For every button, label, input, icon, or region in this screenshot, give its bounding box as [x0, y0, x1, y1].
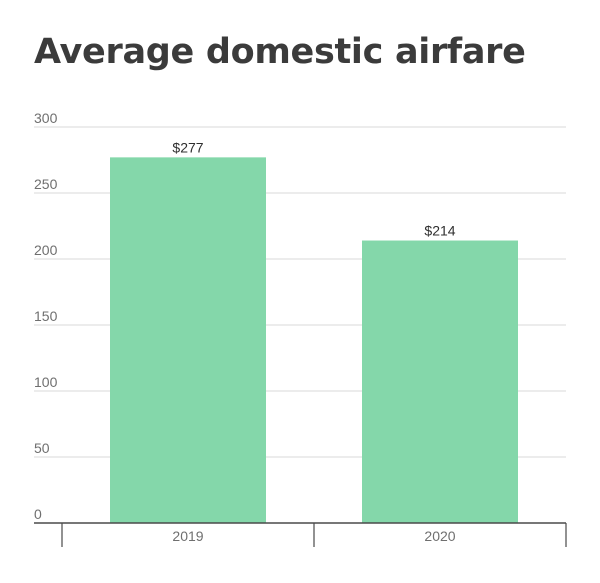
- y-tick-label: 150: [34, 308, 58, 324]
- y-tick-label: 200: [34, 242, 58, 258]
- bars: [110, 157, 518, 524]
- x-axis: [34, 522, 567, 547]
- labels: 0 50 100 150 200 250 300 $277 2019 $214 2020: [34, 110, 456, 544]
- bar: [110, 157, 266, 524]
- y-tick-label: 100: [34, 374, 58, 390]
- y-tick-label: 50: [34, 440, 50, 456]
- data-label: $214: [424, 223, 455, 239]
- x-tick-label: 2019: [172, 528, 203, 544]
- chart-title: Average domestic airfare: [34, 32, 526, 72]
- data-label: $277: [172, 139, 203, 155]
- y-tick-label: 300: [34, 110, 58, 126]
- y-tick-label: 250: [34, 176, 58, 192]
- bar: [362, 240, 518, 523]
- x-tick-label: 2020: [424, 528, 455, 544]
- y-tick-label: 0: [34, 506, 42, 522]
